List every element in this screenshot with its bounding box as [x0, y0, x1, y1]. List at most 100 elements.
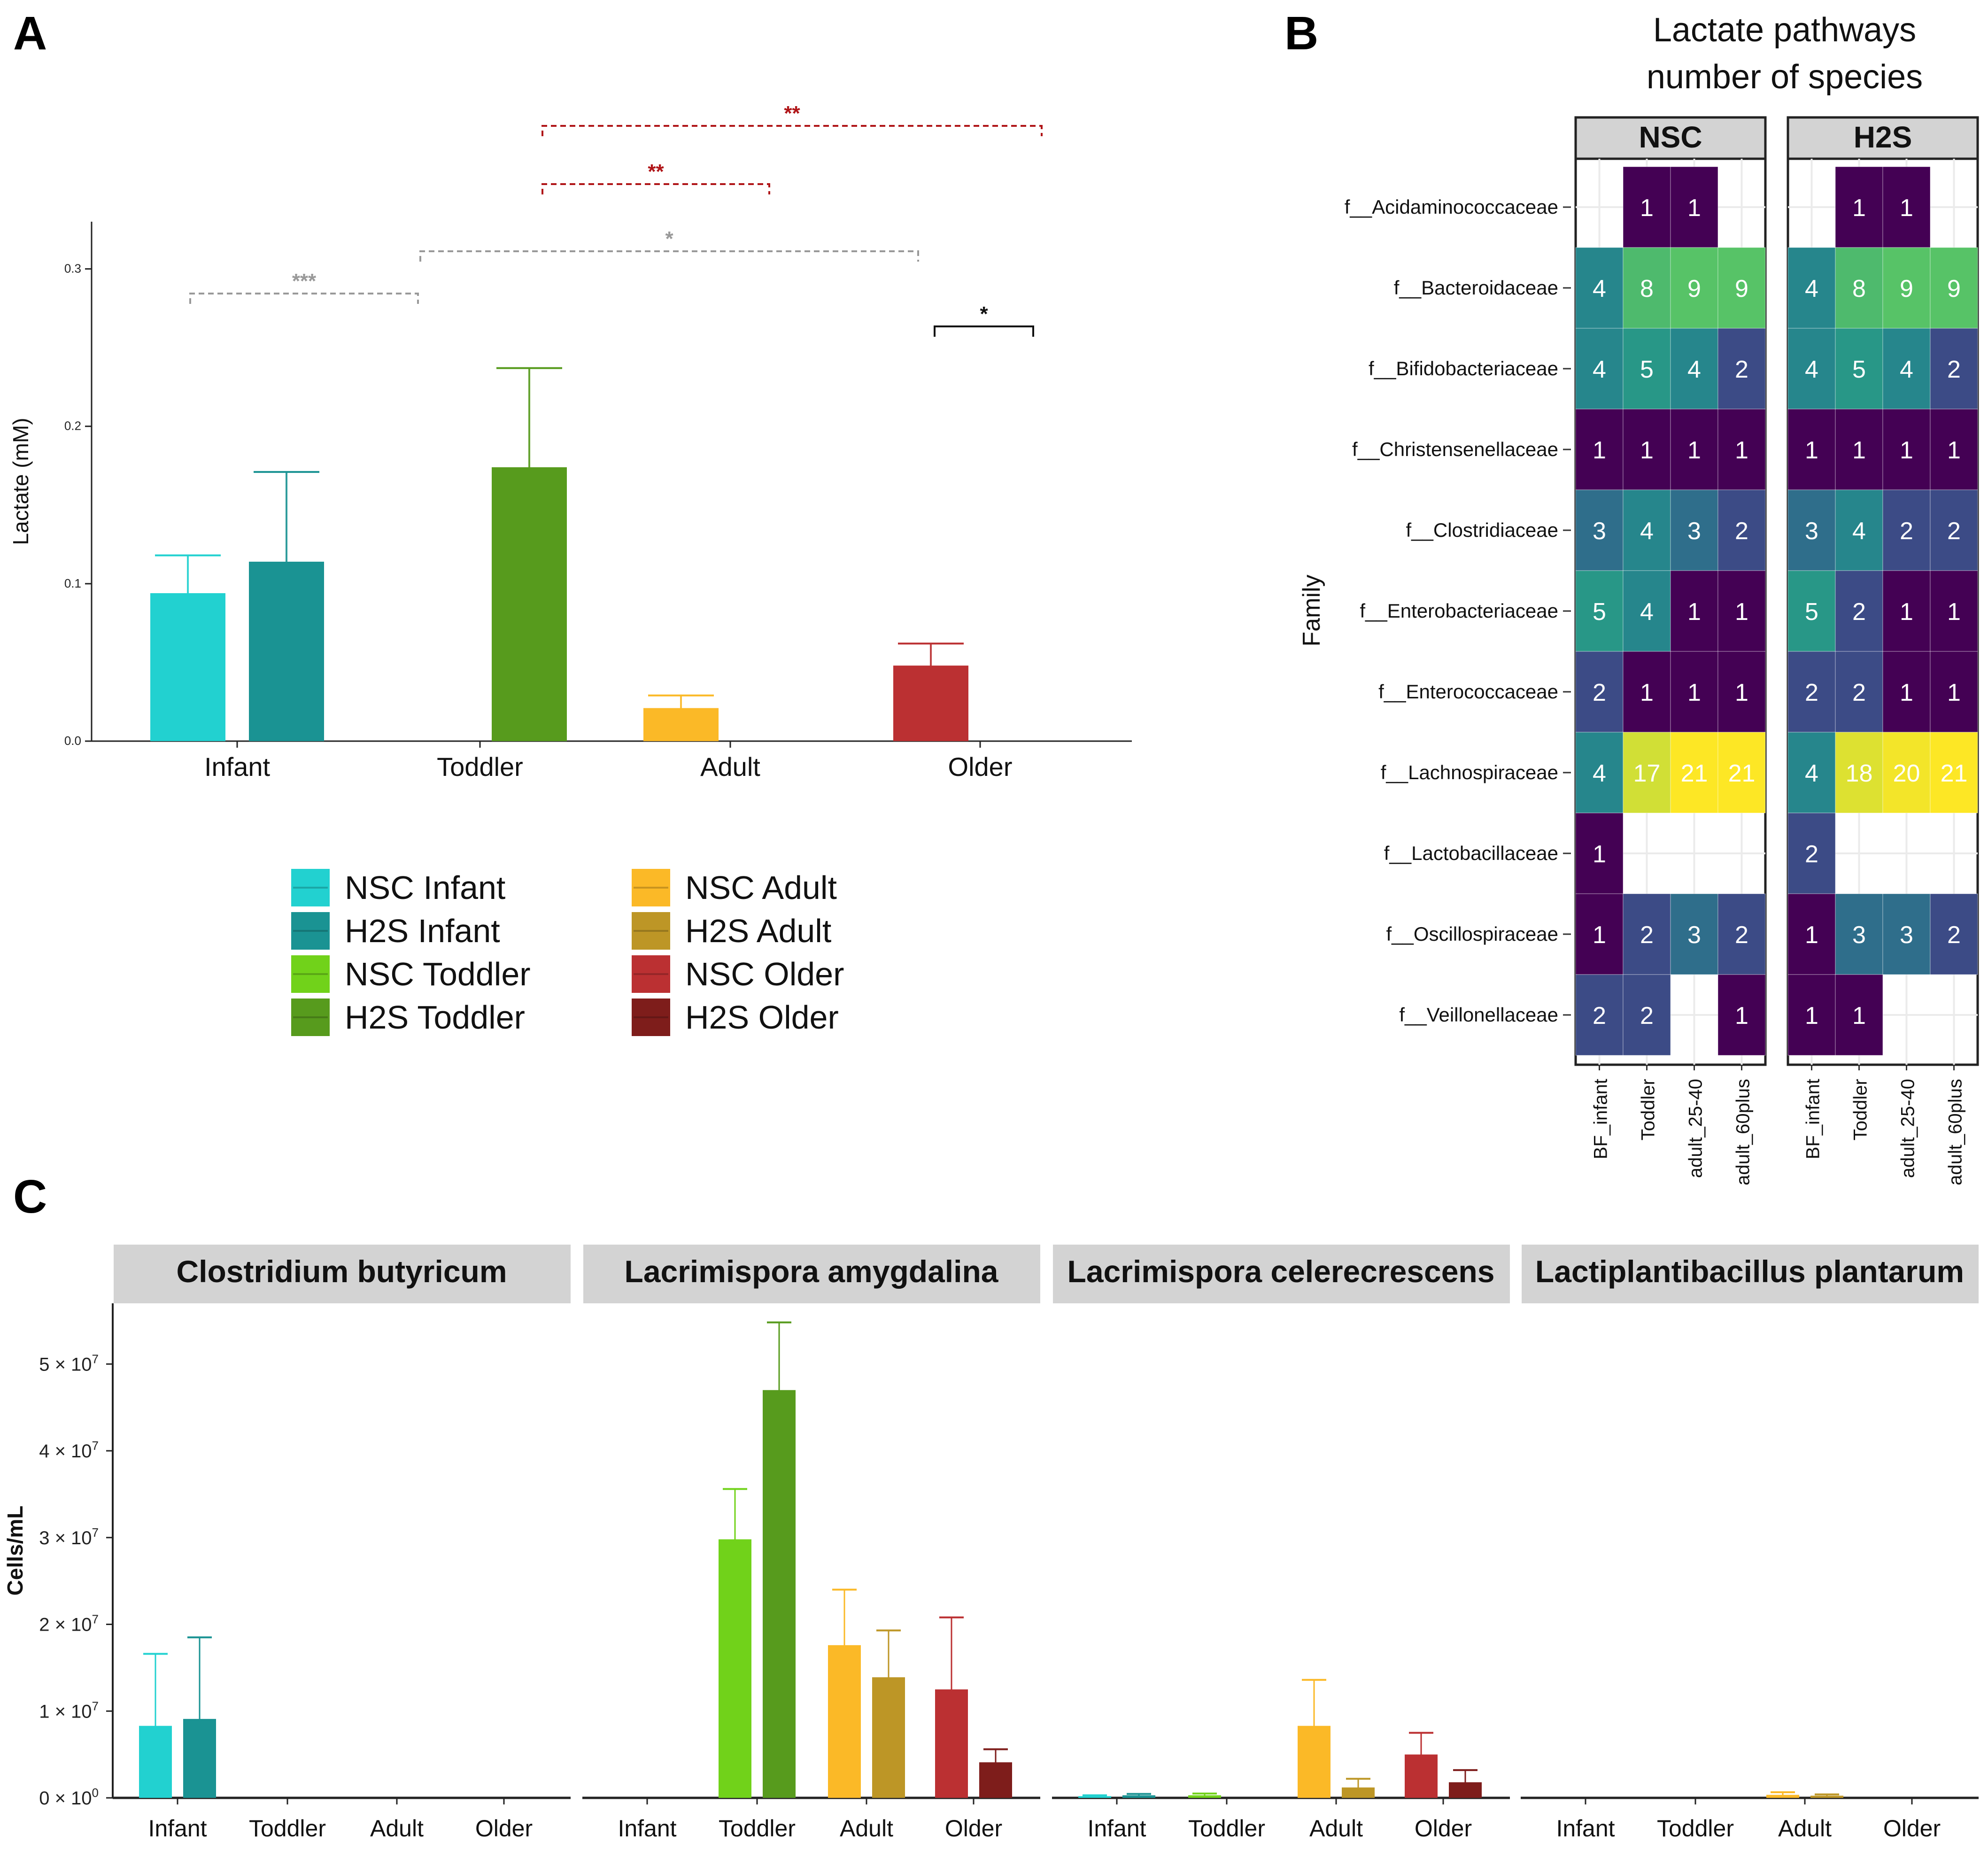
- significance-bracket: [541, 125, 1043, 136]
- heatmap-cell-value: 2: [1640, 921, 1654, 949]
- panel-a-lactate-chart: 0.0 0.1 0.2 0.3 Lactate (mM) Infant Toddler Adu…: [8, 102, 1132, 1036]
- x-tick-label-older: Older: [1415, 1815, 1472, 1842]
- heatmap-row-label-f-oscillospiraceae: f__Oscillospiraceae: [1386, 923, 1558, 945]
- heatmap-cell-value: 2: [1947, 921, 1961, 949]
- x-tick-label-adult: Adult: [840, 1815, 893, 1842]
- heatmap-cell-value: 4: [1900, 356, 1913, 383]
- y-tick-label: 5 × 107: [39, 1352, 99, 1375]
- heatmap-cell-value: 5: [1805, 598, 1818, 626]
- heatmap-cell-value: 4: [1687, 356, 1701, 383]
- x-tick-label-infant: Infant: [204, 752, 271, 782]
- heatmap-cell: [1930, 651, 1978, 733]
- heatmap-cell-value: 2: [1735, 518, 1748, 545]
- significance-label: *: [980, 302, 988, 325]
- heatmap-cell-value: 2: [1593, 679, 1606, 706]
- heatmap-cell: [1835, 409, 1883, 490]
- x-tick-label-adult: Adult: [700, 752, 760, 782]
- heatmap-cell: [1670, 166, 1718, 248]
- panel-label-a: A: [13, 7, 47, 60]
- heatmap-cell-value: 1: [1900, 194, 1913, 222]
- y-axis-title: Lactate (mM): [8, 418, 33, 545]
- heatmap-cell: [1835, 732, 1883, 813]
- significance-bracket: [934, 325, 1034, 337]
- y-tick-label: 0.2: [64, 419, 81, 433]
- heatmap-cell-value: 1: [1805, 921, 1818, 949]
- heatmap-row-label-f-lactobacillaceae: f__Lactobacillaceae: [1384, 842, 1558, 864]
- heatmap-cell-value: 1: [1900, 598, 1913, 626]
- heatmap-cell: [1623, 974, 1671, 1056]
- y-tick-exponent: 0: [92, 1786, 99, 1800]
- heatmap-cell-value: 2: [1735, 921, 1748, 949]
- x-tick-label-toddler: Toddler: [437, 752, 523, 782]
- facet-strip: [1053, 1245, 1510, 1303]
- heatmap-cell-value: 3: [1900, 921, 1913, 949]
- x-tick-label-toddler: Toddler: [719, 1815, 796, 1842]
- heatmap-cell: [1930, 247, 1978, 329]
- facet-title: Lactiplantibacillus plantarum: [1535, 1254, 1964, 1289]
- x-tick-label-older: Older: [948, 752, 1013, 782]
- heatmap-title-line: Lactate pathways: [1653, 11, 1916, 49]
- x-tick-label-infant: Infant: [1556, 1815, 1615, 1842]
- heatmap-cell: [1787, 813, 1836, 894]
- heatmap-cell-value: 3: [1805, 518, 1818, 545]
- x-tick-label-toddler: Toddler: [1657, 1815, 1734, 1842]
- heatmap-cell: [1575, 247, 1624, 329]
- heatmap-cell-value: 1: [1640, 437, 1654, 464]
- heatmap-cell-value: 1: [1593, 841, 1606, 868]
- heatmap-row-label-f-lachnospiraceae: f__Lachnospiraceae: [1381, 761, 1558, 783]
- heatmap-cell-value: 4: [1640, 598, 1654, 626]
- heatmap-cell: [1670, 489, 1718, 571]
- heatmap-cell: [1930, 893, 1978, 975]
- heatmap-cell-value: 2: [1947, 356, 1961, 383]
- heatmap-cell: [1623, 328, 1671, 410]
- heatmap-cell: [1787, 328, 1836, 410]
- y-tick-exponent: 7: [92, 1352, 99, 1366]
- facet-label-nsc: NSC: [1639, 120, 1702, 154]
- heatmap-cell-value: 17: [1633, 760, 1661, 787]
- heatmap-cell: [1670, 328, 1718, 410]
- heatmap-cell: [1623, 651, 1671, 733]
- y-tick-label: 1 × 107: [39, 1699, 99, 1722]
- heatmap-cell: [1575, 974, 1624, 1056]
- heatmap-cell-value: 1: [1735, 437, 1748, 464]
- y-tick-label: 3 × 107: [39, 1525, 99, 1548]
- significance-bracket: [541, 183, 770, 194]
- heatmap-cell: [1717, 570, 1766, 652]
- heatmap-cell-value: 1: [1687, 437, 1701, 464]
- heatmap-cell-value: 1: [1947, 598, 1961, 626]
- heatmap-cell-value: 2: [1947, 518, 1961, 545]
- heatmap-cell-value: 1: [1947, 679, 1961, 706]
- heatmap-cell: [1575, 489, 1624, 571]
- heatmap-cell: [1835, 974, 1883, 1056]
- heatmap-cell-value: 9: [1947, 275, 1961, 302]
- heatmap-cell: [1623, 166, 1671, 248]
- heatmap-cell: [1717, 328, 1766, 410]
- x-tick-label-adult: Adult: [370, 1815, 424, 1842]
- heatmap-cell: [1717, 409, 1766, 490]
- heatmap-cell-value: 4: [1593, 356, 1606, 383]
- heatmap-x-label-bf-infant: BF_infant: [1803, 1079, 1824, 1159]
- heatmap-cell: [1670, 893, 1718, 975]
- heatmap-cell-value: 21: [1728, 760, 1756, 787]
- facet-lacrimispora-celerecrescens: Lacrimispora celerecrescens Infant Toddler…: [1052, 1245, 1510, 1842]
- heatmap-cell-value: 1: [1900, 679, 1913, 706]
- heatmap-cell-value: 5: [1640, 356, 1654, 383]
- x-tick-label-adult: Adult: [1309, 1815, 1363, 1842]
- heatmap-cell-value: 4: [1852, 518, 1866, 545]
- heatmap-row-label-f-acidaminococcaceae: f__Acidaminococcaceae: [1345, 196, 1558, 218]
- heatmap-y-axis-title: Family: [1298, 574, 1325, 646]
- heatmap-cell-value: 1: [1852, 194, 1866, 222]
- heatmap-x-label-adult-25-40: adult_25-40: [1898, 1079, 1918, 1178]
- x-tick-label-infant: Infant: [148, 1815, 207, 1842]
- facet-lacrimispora-amygdalina: Lacrimispora amygdalina Infant Toddler Adul…: [582, 1245, 1040, 1842]
- heatmap-title-line: number of species: [1647, 58, 1923, 96]
- y-tick-label: 0.1: [64, 576, 81, 590]
- heatmap-x-label-adult-60plus: adult_60plus: [1945, 1079, 1966, 1185]
- heatmap-cell: [1882, 651, 1931, 733]
- panel-b-heatmap: Lactate pathways number of species Family N…: [1298, 11, 1979, 1185]
- heatmap-cell-value: 4: [1805, 275, 1818, 302]
- heatmap-x-label-toddler: Toddler: [1638, 1079, 1659, 1140]
- heatmap-cell: [1787, 247, 1836, 329]
- heatmap-cell-value: 2: [1852, 679, 1866, 706]
- heatmap-cell: [1882, 893, 1931, 975]
